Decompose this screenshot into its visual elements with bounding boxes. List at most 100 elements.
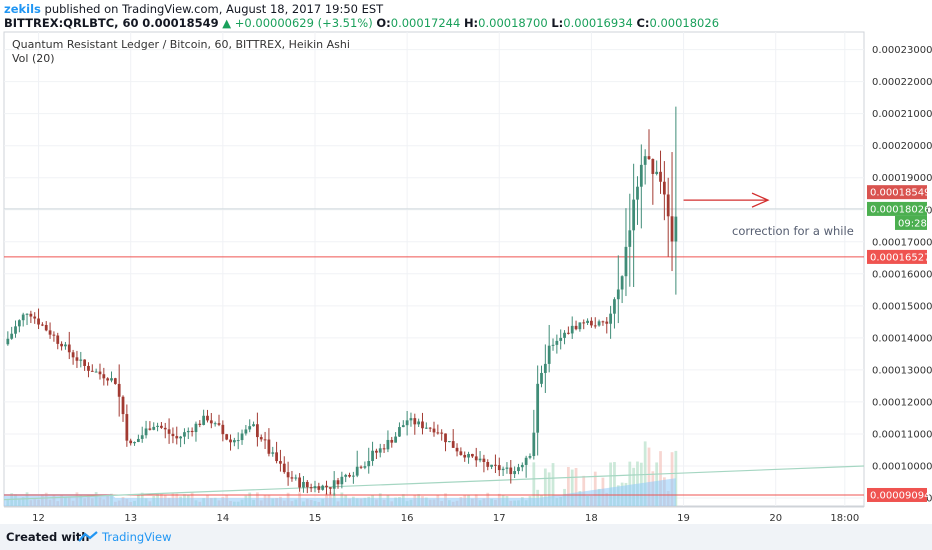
candle-body xyxy=(540,372,543,384)
last-price: 0.00018549 xyxy=(142,16,219,30)
price-label-bg xyxy=(867,249,927,264)
candle-body xyxy=(413,418,417,425)
candle-body xyxy=(148,428,152,430)
tradingview-logo-icon xyxy=(78,531,98,542)
candle-body xyxy=(236,440,240,442)
candle-body xyxy=(14,326,17,334)
candle-body xyxy=(144,428,148,436)
volume-bar xyxy=(643,441,647,506)
candle-body xyxy=(321,485,325,490)
candle-body xyxy=(102,374,106,379)
candle-body xyxy=(94,371,98,373)
candle-body xyxy=(328,487,332,489)
candle-body xyxy=(401,425,405,428)
candle-body xyxy=(486,461,490,467)
candle-body xyxy=(367,461,371,467)
candle-body xyxy=(156,425,159,427)
volume-bar xyxy=(628,461,632,506)
candle-body xyxy=(536,383,540,433)
candle-body xyxy=(620,276,624,290)
candle-body xyxy=(290,477,294,479)
candle-body xyxy=(490,464,493,467)
candle-body xyxy=(140,435,144,439)
candle-body xyxy=(636,186,639,200)
candle-body xyxy=(355,466,359,476)
tradingview-link[interactable]: TradingView xyxy=(102,530,172,544)
candle-body xyxy=(351,475,355,477)
volume-ma-area xyxy=(4,478,676,506)
volume-bars xyxy=(4,441,678,506)
volume-bar xyxy=(609,462,612,506)
candle-body xyxy=(547,345,551,364)
candle-body xyxy=(463,454,467,458)
volume-bar xyxy=(532,462,536,506)
candle-body xyxy=(263,439,267,441)
candle-body xyxy=(601,321,605,323)
price-label-bg xyxy=(867,487,927,502)
candle-body xyxy=(332,480,336,489)
time-tick-label: 17 xyxy=(493,513,506,524)
candle-body xyxy=(363,466,367,468)
candle-body xyxy=(298,477,302,488)
candle-body xyxy=(613,299,616,314)
price-axis: 0.000090000.000100000.000110000.00012000… xyxy=(872,45,932,504)
candle-body xyxy=(87,365,90,371)
candle-body xyxy=(48,330,52,335)
candle-body xyxy=(136,438,140,443)
candle-body xyxy=(206,415,209,421)
candle-body xyxy=(505,467,509,469)
candle-body xyxy=(313,486,317,489)
candle-body xyxy=(6,338,10,345)
candle-body xyxy=(440,432,444,434)
price-tick-label: 0.00015000 xyxy=(872,301,932,312)
candle-body xyxy=(666,194,670,217)
candle-body xyxy=(578,322,582,330)
published-text: published on TradingView.com, August 18,… xyxy=(44,2,384,16)
candle-body xyxy=(52,334,56,336)
candle-body xyxy=(60,343,63,347)
candle-body xyxy=(593,325,597,327)
candle-body xyxy=(344,474,348,477)
publish-info: zekils published on TradingView.com, Aug… xyxy=(4,2,383,16)
candle-body xyxy=(240,433,244,441)
candle-body xyxy=(325,485,328,488)
candle-body xyxy=(582,322,586,324)
candle-body xyxy=(524,457,528,465)
candle-body xyxy=(643,156,647,165)
candle-body xyxy=(494,464,497,466)
candle-body xyxy=(563,332,566,338)
candle-body xyxy=(56,335,60,344)
author-link[interactable]: zekils xyxy=(4,2,41,16)
candle-body xyxy=(382,448,386,450)
candle-body xyxy=(229,439,232,443)
candle-body xyxy=(566,332,570,334)
candle-body xyxy=(302,481,305,488)
price-chart[interactable]: 0.000090000.000100000.000110000.00012000… xyxy=(0,0,932,524)
candle-body xyxy=(41,324,44,326)
volume-legend: Vol (20) xyxy=(12,52,55,65)
candle-body xyxy=(432,428,436,433)
price-tick-label: 0.00020000 xyxy=(872,141,932,152)
candle-body xyxy=(10,333,14,339)
candle-body xyxy=(209,420,213,424)
candle-body xyxy=(259,437,263,440)
time-tick-label: 12 xyxy=(32,513,45,524)
candle-body xyxy=(390,439,394,443)
time-tick-label: 20 xyxy=(769,513,782,524)
candle-body xyxy=(83,359,87,366)
candle-body xyxy=(79,359,83,361)
candle-body xyxy=(616,289,620,300)
low-label: L: xyxy=(551,16,564,30)
candle-body xyxy=(186,430,190,433)
candle-body xyxy=(605,321,609,324)
candle-body xyxy=(225,434,229,440)
candle-body xyxy=(659,171,662,182)
candle-body xyxy=(375,450,378,453)
price-label: 0.00009094 xyxy=(870,490,930,501)
price-tick-label: 0.00013000 xyxy=(872,365,932,376)
price-change: +0.00000629 (+3.51%) xyxy=(234,16,373,30)
candle-body xyxy=(98,371,102,375)
price-label: 0.00018026 xyxy=(870,204,930,215)
candle-body xyxy=(71,352,75,358)
candle-body xyxy=(317,486,321,490)
